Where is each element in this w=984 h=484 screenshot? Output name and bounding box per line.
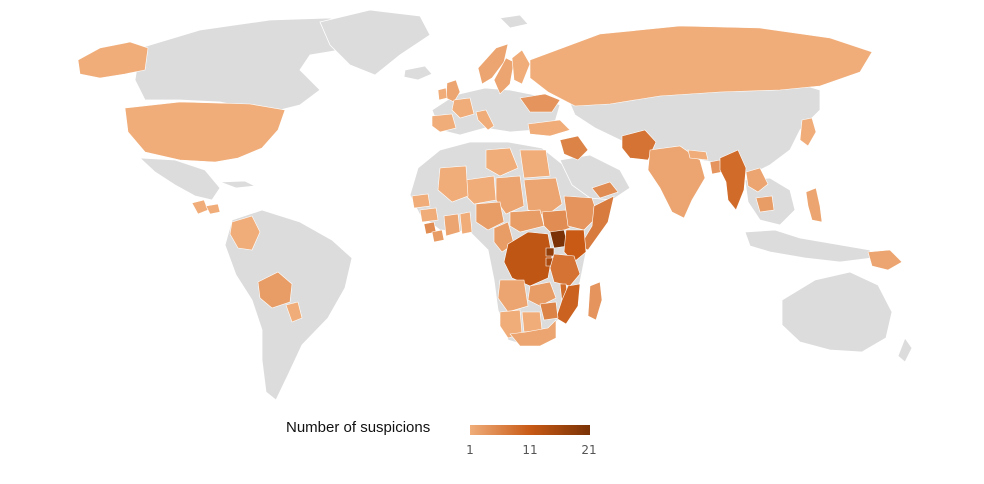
region-greenland: [319, 9, 431, 76]
region-philippines: [805, 187, 823, 223]
region-france: [451, 97, 475, 119]
region-zambia: [527, 281, 557, 307]
region-dr-congo: [503, 231, 553, 287]
region-myanmar: [719, 149, 747, 211]
region-nigeria: [475, 201, 505, 231]
region-australia: [781, 271, 893, 353]
region-cuba: [219, 180, 257, 189]
region-italy: [475, 109, 495, 131]
region-turkey: [527, 119, 571, 137]
region-libya: [485, 147, 519, 177]
region-rwanda: [545, 247, 555, 257]
region-russia: [529, 25, 873, 107]
region-canada: [134, 17, 361, 111]
legend-tick-max: 21: [581, 443, 597, 457]
region-japan: [799, 117, 817, 147]
region-mexico: [138, 157, 221, 201]
legend-tick-min: 1: [466, 443, 474, 457]
region-new-zealand: [897, 337, 913, 363]
region-central-african-republic: [509, 209, 545, 233]
region-spain: [431, 113, 457, 133]
region-liberia: [431, 229, 445, 243]
region-sweden: [493, 57, 515, 95]
region-finland: [511, 49, 531, 85]
data-regions: [77, 25, 903, 347]
region-ivory-coast: [443, 213, 461, 237]
region-south-africa: [509, 319, 557, 347]
region-honduras: [205, 203, 221, 215]
region-yemen: [591, 181, 619, 199]
region-iceland: [403, 65, 433, 81]
region-guinea: [419, 207, 439, 223]
region-svalbard: [499, 14, 529, 29]
region-papua-new-guinea: [867, 249, 903, 271]
region-somalia: [579, 195, 615, 251]
region-chad: [495, 175, 525, 215]
region-ireland: [437, 87, 448, 101]
legend-tick-mid: 11: [522, 443, 538, 457]
region-colombia: [229, 215, 261, 251]
region-alaska: [77, 41, 149, 79]
region-sudan: [523, 177, 563, 217]
region-nepal: [687, 149, 709, 161]
region-mozambique: [555, 283, 581, 325]
region-ghana: [459, 211, 473, 235]
region-angola: [497, 279, 529, 313]
region-afghanistan: [621, 129, 657, 161]
legend-title: Number of suspicions: [286, 419, 431, 436]
region-madagascar: [587, 281, 603, 321]
region-cambodia: [755, 195, 775, 213]
region-bolivia: [257, 271, 293, 309]
region-paraguay: [285, 301, 303, 323]
region-united-states: [124, 101, 286, 163]
legend-color-bar: [470, 425, 590, 435]
region-zimbabwe: [539, 301, 559, 321]
region-mali: [437, 165, 469, 203]
region-guatemala: [191, 199, 209, 215]
region-indonesia: [744, 229, 873, 263]
region-botswana: [521, 311, 543, 333]
region-ukraine: [519, 93, 561, 113]
region-kenya: [563, 229, 587, 263]
region-laos: [745, 167, 769, 193]
region-egypt: [519, 149, 551, 179]
region-ethiopia: [563, 195, 599, 231]
region-iraq: [559, 135, 589, 161]
region-senegal: [411, 193, 431, 209]
